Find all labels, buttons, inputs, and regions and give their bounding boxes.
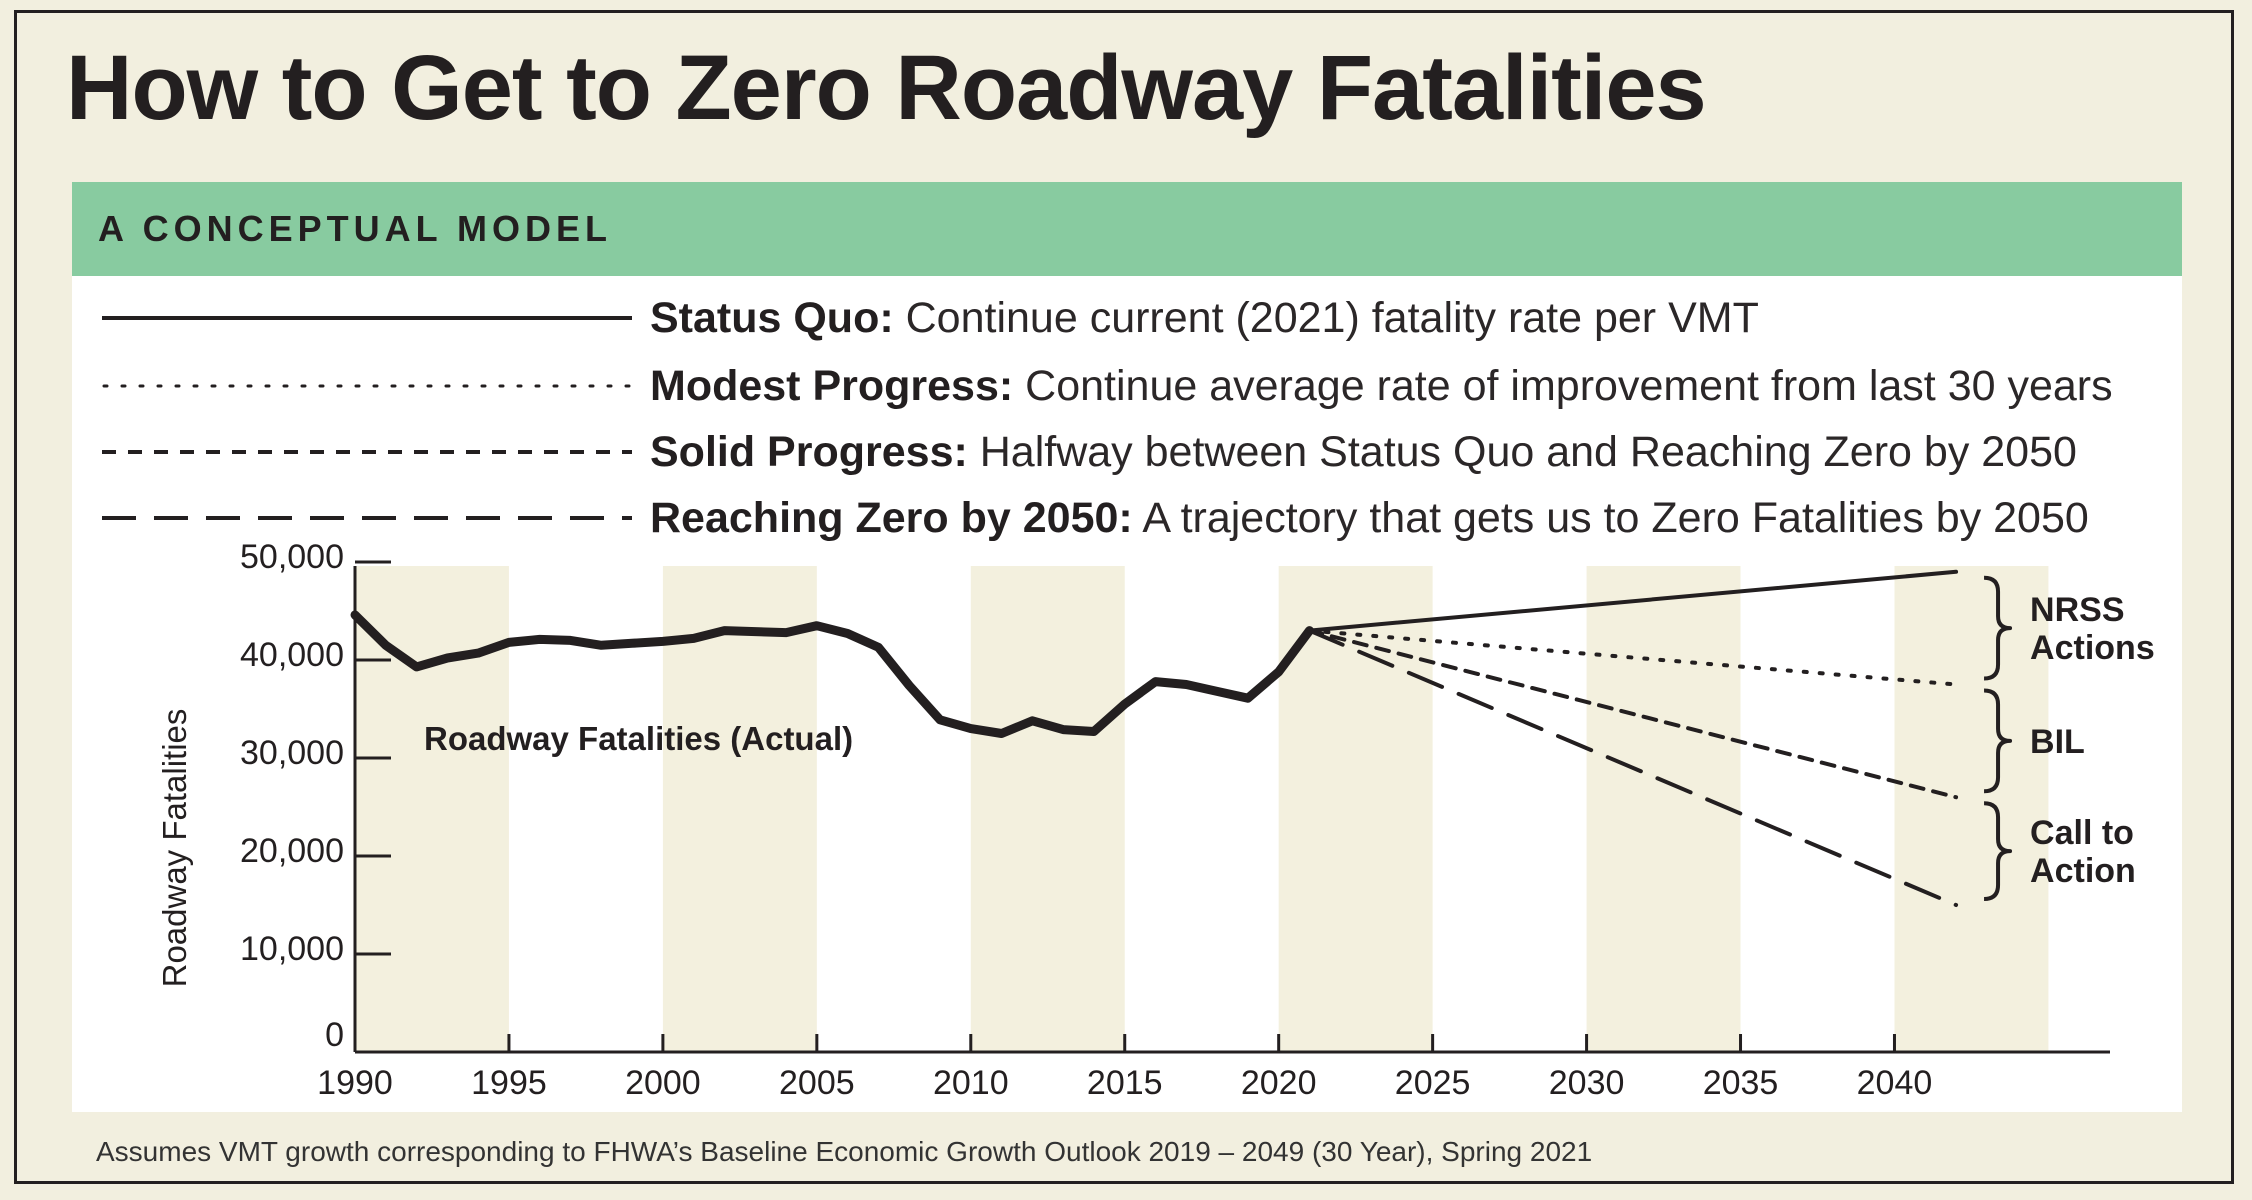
annotation-label: Action xyxy=(2030,852,2136,890)
legend-name: Solid Progress: xyxy=(650,428,968,476)
projection-modest-progress xyxy=(1307,628,1959,687)
x-tick-label: 2010 xyxy=(933,1064,1009,1102)
y-tick-label: 10,000 xyxy=(240,930,344,968)
y-tick-label: 40,000 xyxy=(240,636,344,674)
brace-annotation xyxy=(1983,801,2013,901)
legend-swatch-long-dash xyxy=(102,516,632,520)
legend-name: Reaching Zero by 2050: xyxy=(650,494,1133,542)
page-title: How to Get to Zero Roadway Fatalities xyxy=(66,37,1707,139)
brace-annotation xyxy=(1983,688,2013,794)
legend-name: Status Quo: xyxy=(650,294,894,342)
x-tick-label: 2040 xyxy=(1857,1064,1933,1102)
legend-item-solid-progress: Solid Progress: Halfway between Status Q… xyxy=(100,422,2160,482)
x-tick-label: 2025 xyxy=(1395,1064,1471,1102)
shaded-band xyxy=(1586,566,1741,1052)
shaded-band xyxy=(970,566,1125,1052)
brace-annotation xyxy=(1983,575,2013,681)
legend-description: A trajectory that gets us to Zero Fatali… xyxy=(1142,494,2089,542)
y-axis-label: Roadway Fatalities xyxy=(156,709,193,988)
x-tick-label: 2015 xyxy=(1087,1064,1163,1102)
x-tick-label: 2020 xyxy=(1241,1064,1317,1102)
actual-series-label: Roadway Fatalities (Actual) xyxy=(424,720,853,757)
y-tick-label: 50,000 xyxy=(240,538,344,576)
x-tick-label: 2035 xyxy=(1703,1064,1779,1102)
y-tick-label: 0 xyxy=(325,1016,344,1054)
legend-description: Continue current (2021) fatality rate pe… xyxy=(905,294,1759,342)
footnote: Assumes VMT growth corresponding to FHWA… xyxy=(96,1136,1593,1167)
x-tick-label: 1990 xyxy=(317,1064,393,1102)
annotation-label: BIL xyxy=(2030,723,2085,761)
legend-name: Modest Progress: xyxy=(650,362,1014,410)
projection-solid-progress xyxy=(1307,628,1959,800)
annotation-label: Actions xyxy=(2030,629,2155,667)
legend-item-status-quo: Status Quo: Continue current (2021) fata… xyxy=(100,288,2160,348)
fatalities-chart: 0 10,000 20,000 30,000 40,000 50,000 1990 1995 2… xyxy=(156,538,2155,1102)
projection-reaching-zero-by-2050 xyxy=(1307,628,1959,907)
legend-swatch-solid xyxy=(102,316,632,320)
banner: A CONCEPTUAL MODEL xyxy=(72,182,2182,276)
y-tick-label: 30,000 xyxy=(240,734,344,772)
annotation-label: NRSS xyxy=(2030,591,2124,629)
y-tick-label: 20,000 xyxy=(240,832,344,870)
legend-item-modest-progress: Modest Progress: Continue average rate o… xyxy=(100,356,2160,416)
x-tick-label: 2030 xyxy=(1549,1064,1625,1102)
x-tick-label: 2005 xyxy=(779,1064,855,1102)
legend-description: Halfway between Status Quo and Reaching … xyxy=(979,428,2077,476)
shaded-band xyxy=(662,566,817,1052)
actual-fatalities-line xyxy=(350,610,1314,738)
shaded-band xyxy=(1278,566,1433,1052)
x-tick-label: 2000 xyxy=(625,1064,701,1102)
annotation-label: Call to xyxy=(2030,814,2134,852)
x-tick-label: 1995 xyxy=(471,1064,547,1102)
legend-swatch-short-dash xyxy=(102,450,632,454)
legend-description: Continue average rate of improvement fro… xyxy=(1025,362,2113,410)
shaded-band xyxy=(1894,566,2049,1052)
projection-status-quo xyxy=(1307,569,1959,633)
banner-label: A CONCEPTUAL MODEL xyxy=(98,208,613,249)
legend-item-reaching-zero: Reaching Zero by 2050: A trajectory that… xyxy=(100,488,2160,548)
